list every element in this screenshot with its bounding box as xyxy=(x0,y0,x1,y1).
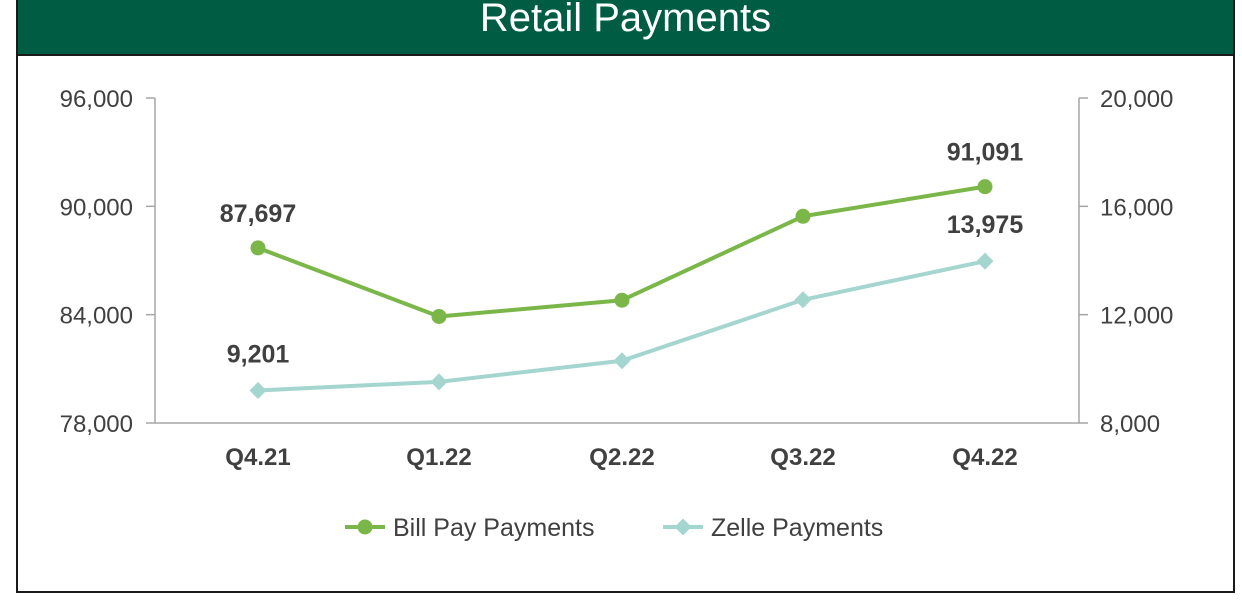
x-tick-label: Q2.22 xyxy=(589,444,654,471)
zelle-point xyxy=(613,352,631,370)
zelle-point xyxy=(794,291,812,309)
zelle-series-line xyxy=(257,259,986,393)
right-tick-label: 16,000 xyxy=(1100,194,1173,221)
x-tick-label: Q4.21 xyxy=(225,444,290,471)
left-tick-label: 78,000 xyxy=(60,411,133,438)
zelle-point xyxy=(430,373,448,391)
legend-zelle-marker xyxy=(674,518,692,536)
right-tick-label: 12,000 xyxy=(1100,303,1173,330)
zelle-data-label: 9,201 xyxy=(227,340,290,368)
bill-pay-data-label: 91,091 xyxy=(947,139,1024,167)
left-tick-label: 84,000 xyxy=(60,303,133,330)
right-tick-label: 20,000 xyxy=(1100,86,1173,113)
x-tick-label: Q1.22 xyxy=(406,444,471,471)
x-tick-label: Q3.22 xyxy=(770,444,835,471)
bill-pay-point xyxy=(795,208,811,224)
legend-bill-pay-label: Bill Pay Payments xyxy=(393,514,594,542)
bill-pay-data-label: 87,697 xyxy=(220,200,296,228)
bill-pay-point xyxy=(977,179,993,195)
zelle-point xyxy=(976,252,994,270)
legend-zelle-label: Zelle Payments xyxy=(711,514,883,542)
left-tick-label: 90,000 xyxy=(60,194,133,221)
chart-title: Retail Payments xyxy=(479,0,772,40)
right-tick-label: 8,000 xyxy=(1100,411,1160,438)
bill-pay-point xyxy=(250,240,266,256)
bill-pay-point xyxy=(614,292,630,308)
left-tick-label: 96,000 xyxy=(60,86,133,113)
zelle-data-label: 13,975 xyxy=(947,211,1024,239)
zelle-point xyxy=(249,381,267,399)
x-tick-label: Q4.22 xyxy=(952,444,1017,471)
title-banner: Retail Payments xyxy=(16,0,1235,56)
legend-bill-pay-marker xyxy=(357,519,373,535)
bill-pay-point xyxy=(431,308,447,324)
